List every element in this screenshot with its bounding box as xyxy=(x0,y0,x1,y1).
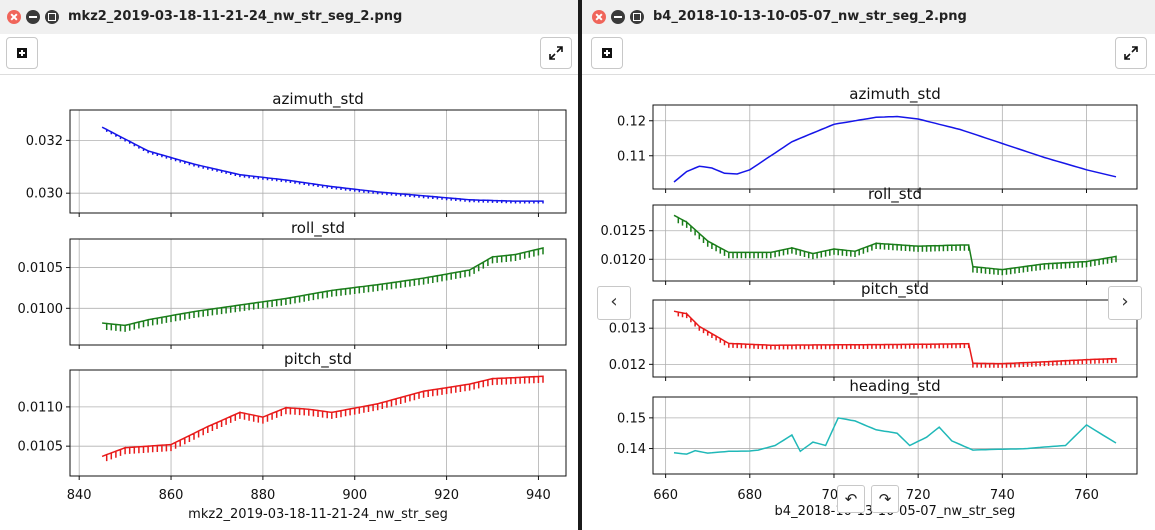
subplot-heading-std: 0.14 0.15 heading_std xyxy=(617,377,1138,478)
x-tick-label: 660 xyxy=(653,488,678,503)
maximize-window-icon[interactable] xyxy=(630,10,644,24)
y-tick-label: 0.12 xyxy=(617,114,646,129)
y-tick-label: 0.15 xyxy=(617,411,646,426)
y-tick-label: 0.0110 xyxy=(18,400,64,415)
subplot-title: azimuth_std xyxy=(849,85,940,104)
series-line xyxy=(673,417,1117,455)
y-tick-label: 0.11 xyxy=(617,149,646,164)
axes-frame xyxy=(69,369,567,477)
window-title: b4_2018-10-13-10-05-07_nw_str_seg_2.png xyxy=(653,9,967,24)
subplot-title: pitch_std xyxy=(861,280,929,299)
subplot-title: pitch_std xyxy=(284,350,352,369)
axes-frame xyxy=(652,396,1138,475)
maximize-window-icon[interactable] xyxy=(45,10,59,24)
subplot-azimuth-std: 0.11 0.12 azimuth_std xyxy=(617,85,1138,193)
title-bar[interactable]: mkz2_2019-03-18-11-21-24_nw_str_seg_2.pn… xyxy=(0,0,578,35)
subplot-title: heading_std xyxy=(849,377,940,396)
y-tick-label: 0.032 xyxy=(26,134,63,149)
x-tick-label: 880 xyxy=(250,488,275,503)
x-tick-label: 760 xyxy=(1074,488,1099,503)
y-tick-label: 0.0100 xyxy=(18,302,64,317)
image-viewer-window-right: b4_2018-10-13-10-05-07_nw_str_seg_2.png … xyxy=(582,0,1155,530)
y-tick-label: 0.0125 xyxy=(601,224,647,239)
close-window-icon[interactable] xyxy=(592,10,606,24)
rotate-right-button[interactable]: ↷ xyxy=(871,485,899,513)
x-tick-label: 680 xyxy=(737,488,762,503)
window-title: mkz2_2019-03-18-11-21-24_nw_str_seg_2.pn… xyxy=(68,9,403,24)
viewer-toolbar xyxy=(582,34,1155,75)
subplot-title: roll_std xyxy=(868,185,922,204)
image-viewer-window-left: mkz2_2019-03-18-11-21-24_nw_str_seg_2.pn… xyxy=(0,0,578,530)
title-bar[interactable]: b4_2018-10-13-10-05-07_nw_str_seg_2.png xyxy=(582,0,1155,35)
axes-frame xyxy=(69,238,567,346)
y-tick-label: 0.0105 xyxy=(18,440,64,455)
next-image-button[interactable]: › xyxy=(1108,286,1142,320)
minimize-window-icon[interactable] xyxy=(26,10,40,24)
subplot-azimuth-std: 0.030 0.032 azimuth_std xyxy=(26,90,567,217)
series-line xyxy=(673,310,1117,368)
axes-frame xyxy=(652,299,1138,378)
expand-icon xyxy=(549,46,563,60)
axes-frame xyxy=(652,204,1138,282)
fullscreen-button[interactable] xyxy=(540,37,572,69)
y-tick-label: 0.0120 xyxy=(601,253,647,268)
chevron-left-icon: ‹ xyxy=(610,291,618,312)
y-tick-label: 0.012 xyxy=(609,358,646,373)
rotate-left-icon: ↶ xyxy=(844,490,858,508)
series-line xyxy=(673,214,1117,276)
expand-icon xyxy=(1124,46,1138,60)
y-tick-label: 0.0105 xyxy=(18,261,64,276)
series-line xyxy=(102,247,544,332)
series-line xyxy=(673,115,1117,183)
figure-b4: 0.110.12azimuth_std0.01200.0125roll_std0… xyxy=(601,85,1138,519)
image-canvas[interactable]: 0.11 0.12 azimuth_std 0.0120 0.0125 roll_std 0… xyxy=(582,75,1155,530)
x-tick-label: 720 xyxy=(906,488,931,503)
plus-icon xyxy=(17,48,27,58)
window-divider xyxy=(578,0,582,530)
series-line xyxy=(101,126,544,204)
chevron-right-icon: › xyxy=(1121,291,1129,312)
subplot-pitch-std: 0.0105 0.0110 pitch_std xyxy=(18,350,567,480)
y-tick-label: 0.013 xyxy=(609,322,646,337)
y-tick-label: 0.14 xyxy=(617,442,646,457)
minimize-window-icon[interactable] xyxy=(611,10,625,24)
rotate-left-button[interactable]: ↶ xyxy=(837,485,865,513)
viewer-toolbar xyxy=(0,34,578,75)
close-window-icon[interactable] xyxy=(7,10,21,24)
fullscreen-button[interactable] xyxy=(1115,37,1147,69)
new-window-button[interactable] xyxy=(591,37,623,69)
x-tick-label: 860 xyxy=(159,488,184,503)
x-tick-label: 940 xyxy=(526,488,551,503)
plus-icon xyxy=(602,48,612,58)
subplot-roll-std: 0.0120 0.0125 roll_std xyxy=(601,185,1138,285)
new-window-button[interactable] xyxy=(6,37,38,69)
previous-image-button[interactable]: ‹ xyxy=(597,286,631,320)
axes-frame xyxy=(652,104,1138,190)
x-tick-label: 920 xyxy=(434,488,459,503)
series-line xyxy=(101,375,544,462)
figure-mkz2: 0.030 0.032 azimuth_std 0.0100 0.0105 roll_st… xyxy=(18,90,567,522)
axes-frame xyxy=(69,109,567,214)
x-tick-label: 900 xyxy=(342,488,367,503)
subplot-title: azimuth_std xyxy=(272,90,363,109)
x-tick-label: 840 xyxy=(67,488,92,503)
image-canvas[interactable]: 0.030 0.032 azimuth_std 0.0100 0.0105 roll_st… xyxy=(0,75,578,530)
subplot-roll-std: 0.0100 0.0105 roll_std xyxy=(18,219,567,349)
subplot-pitch-std: 0.012 0.013 pitch_std xyxy=(609,280,1138,381)
subplot-title: roll_std xyxy=(291,219,345,238)
rotate-right-icon: ↷ xyxy=(878,490,892,508)
x-tick-label: 740 xyxy=(990,488,1015,503)
y-tick-label: 0.030 xyxy=(26,187,63,202)
x-axis-label: mkz2_2019-03-18-11-21-24_nw_str_seg xyxy=(188,507,448,522)
